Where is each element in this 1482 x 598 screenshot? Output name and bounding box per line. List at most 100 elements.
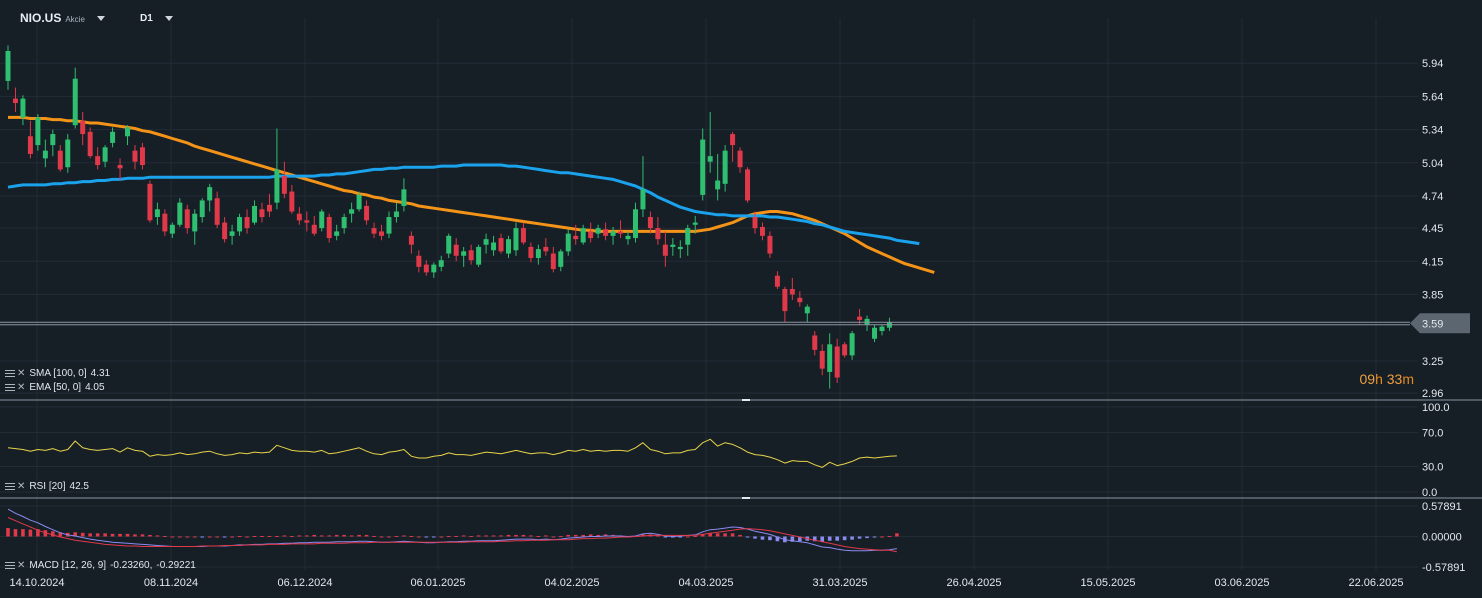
candle-body [730,134,736,146]
candle-body [80,120,86,135]
macd-histogram-bar [417,536,421,538]
macd-histogram-bar [484,535,488,537]
candle [371,222,377,239]
date-axis-tick: 22.06.2025 [1348,577,1403,589]
candle [162,209,168,236]
candle [849,331,855,360]
candle-body [326,217,332,239]
candle-body [535,249,541,258]
macd-histogram-bar [327,535,332,537]
macd-histogram-bar [379,536,384,538]
candle-body [252,205,258,223]
candle [461,246,467,267]
candle [423,260,429,276]
macd-histogram-bar [536,535,541,537]
macd-histogram-bar [95,533,100,537]
candle-body [774,275,780,287]
candle [745,167,751,203]
sma-label: SMA [100, 0] [29,368,87,379]
candle [57,145,63,172]
legend-ema[interactable]: ✕ EMA [50, 0] 4.05 [5,381,105,394]
legend-macd[interactable]: ✕ MACD [12, 26, 9] -0.23260, -0.29221 [5,559,196,572]
macd-histogram-bar [738,534,742,537]
candle-body [341,217,347,229]
candle [199,198,205,223]
candle [237,213,243,236]
candle [580,224,586,245]
macd-histogram-bar [745,536,750,538]
candle [319,209,325,232]
candle-body [543,246,549,252]
macd-histogram-bar [700,533,705,537]
timeframe-selector[interactable]: D1 [140,8,173,28]
candle-body [386,217,392,234]
candle-body [50,134,56,146]
macd-histogram-bar [394,535,399,537]
macd-histogram-bar [222,536,227,538]
macd-histogram-bar [656,535,660,537]
candle [65,134,71,173]
macd-histogram-bar [663,536,668,538]
candle [872,324,878,343]
indicator-settings-icon[interactable]: ✕ [5,560,25,571]
candle-body [334,231,340,236]
candle-body [311,224,317,234]
legend-rsi[interactable]: ✕ RSI [20] 42.5 [5,480,89,493]
macd-histogram-bar [148,534,152,537]
macd-histogram-bar [514,534,518,537]
macd-histogram-bar [671,536,675,538]
rsi-value: 42.5 [69,481,89,492]
macd-histogram-bar [409,535,414,537]
candle-body [498,238,504,252]
macd-histogram-bar [364,534,369,537]
ema-label: EMA [50, 0] [29,382,82,393]
macd-histogram-bar [768,536,772,541]
macd-histogram-bar [693,535,698,537]
candle-body [12,98,18,104]
indicator-settings-icon[interactable]: ✕ [5,382,25,393]
date-axis-tick: 26.04.2025 [946,577,1001,589]
chevron-down-icon [164,15,173,21]
candle-body [169,224,175,234]
macd-histogram-bar [424,536,429,538]
macd-histogram-bar [133,534,137,537]
candle [139,142,145,170]
date-axis-tick: 04.03.2025 [678,577,733,589]
macd-histogram-bar [708,532,712,537]
candle-body [72,78,78,126]
macd-histogram-bar [118,533,122,537]
indicator-settings-icon[interactable]: ✕ [5,368,25,379]
candle-body [199,200,205,218]
macd-histogram-bar [334,534,339,537]
candle-body [281,176,287,194]
candle [573,224,579,245]
candle-body [610,231,616,236]
macd-histogram-bar [170,536,175,538]
indicator-settings-icon[interactable]: ✕ [5,481,25,492]
candle-body [356,194,362,210]
candle [95,147,101,170]
candle [789,277,795,301]
candle-body [5,51,11,81]
price-axis-tick: 2.96 [1422,388,1443,400]
candle-body [438,260,444,267]
candle [5,45,11,90]
macd-histogram-bar [51,531,55,537]
macd-histogram-bar [872,536,877,538]
macd-histogram-bar [715,533,720,537]
price-axis-tick: 4.45 [1422,223,1443,235]
timer-minutes-unit: m [1402,371,1414,387]
date-axis-tick: 04.02.2025 [544,577,599,589]
sma-line [7,163,920,246]
candle [289,184,295,214]
macd-label: MACD [12, 26, 9] [29,560,107,571]
candle [169,222,175,239]
legend-sma[interactable]: ✕ SMA [100, 0] 4.31 [5,367,110,380]
symbol-selector[interactable]: NIO.US Akcie [20,8,105,28]
candle-body [132,150,138,162]
macd-axis-tick: 0.57891 [1422,501,1462,513]
candle-body [304,220,310,223]
pane-resize-handle [742,399,750,401]
